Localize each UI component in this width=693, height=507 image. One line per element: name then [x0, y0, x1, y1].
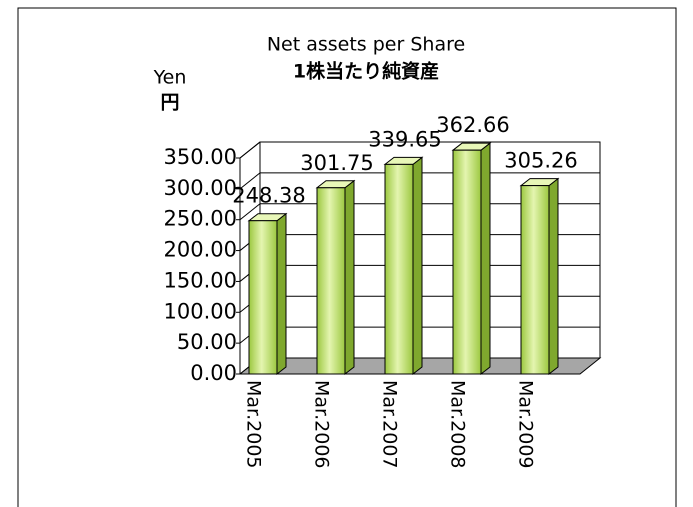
grid-line	[239, 172, 261, 190]
bar-front	[520, 185, 550, 375]
x-tick-label: Mar.2009	[515, 380, 537, 469]
y-tick-label: 100.00	[164, 299, 237, 323]
bar-front	[452, 149, 482, 375]
x-tick-label: Mar.2005	[243, 380, 265, 469]
bar-side	[276, 212, 287, 376]
value-label: 248.38	[232, 184, 305, 208]
value-label: 339.65	[368, 127, 441, 151]
y-tick-label: 300.00	[164, 176, 237, 200]
grid-line	[239, 203, 261, 221]
grid-line	[239, 141, 261, 159]
bar	[383, 156, 424, 376]
y-tick-label: 150.00	[164, 268, 237, 292]
y-axis-label: Yen	[153, 67, 187, 89]
y-tick-label: 200.00	[164, 238, 237, 262]
bar	[315, 179, 356, 376]
bar-side	[344, 179, 355, 376]
x-tick-label: Mar.2007	[379, 380, 401, 469]
bar-side	[480, 142, 491, 376]
chart-subtitle: 1株当たり純資産	[293, 60, 439, 83]
x-tick-label: Mar.2006	[311, 380, 333, 469]
bar	[451, 142, 492, 376]
value-label: 362.66	[436, 113, 509, 137]
bar	[247, 212, 288, 376]
y-axis-label: 円	[160, 92, 179, 114]
y-tick-label: 0.00	[190, 361, 237, 385]
bar-front	[316, 187, 346, 375]
bar-side	[412, 156, 423, 376]
bar-front	[384, 163, 414, 375]
y-tick-label: 50.00	[177, 330, 237, 354]
x-tick-label: Mar.2008	[447, 380, 469, 469]
chart-title: Net assets per Share	[267, 34, 465, 56]
y-tick-label: 250.00	[164, 207, 237, 231]
value-label: 301.75	[300, 151, 373, 175]
y-tick-label: 350.00	[164, 145, 237, 169]
frame	[17, 7, 677, 507]
value-label: 305.26	[504, 149, 577, 173]
bar	[519, 177, 560, 376]
bar-side	[548, 177, 559, 376]
bar-front	[248, 220, 278, 375]
